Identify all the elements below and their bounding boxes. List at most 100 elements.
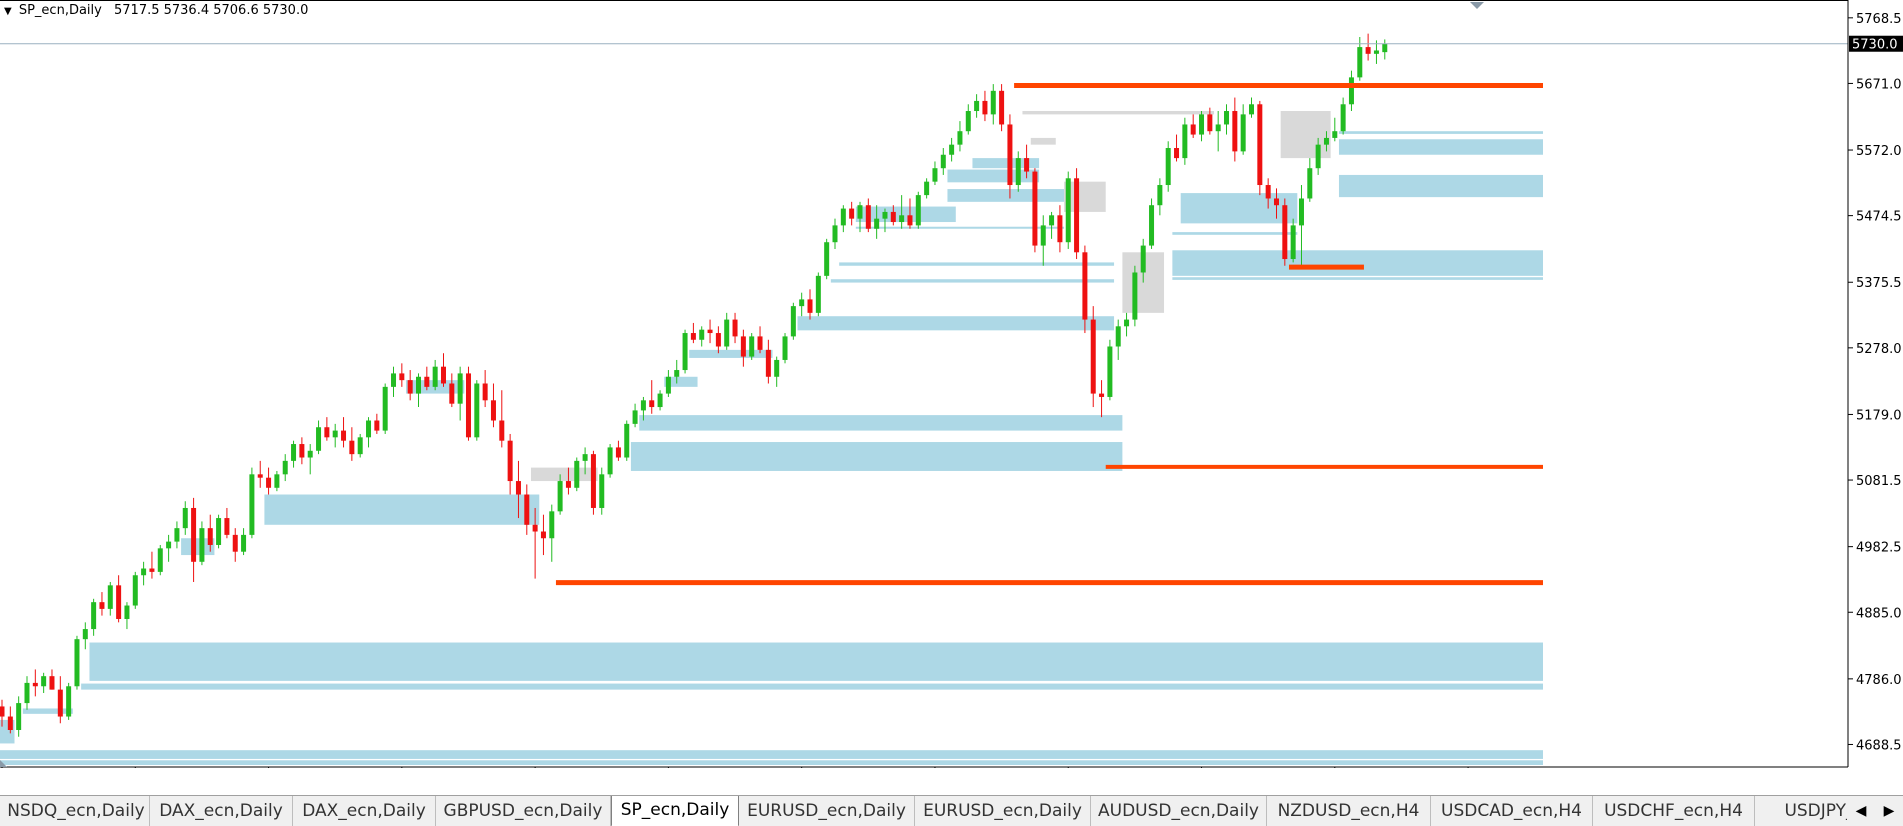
candle-body — [740, 336, 746, 357]
candle-body — [874, 218, 880, 229]
candle-body — [832, 225, 838, 243]
candle-body — [1049, 215, 1055, 226]
candle-body — [24, 682, 30, 704]
demand-zone — [630, 442, 1123, 471]
candle-body — [490, 400, 496, 421]
candle-body — [232, 534, 238, 552]
tab-scroll-left-icon[interactable]: ◀ — [1855, 803, 1867, 819]
candle-body — [307, 450, 313, 458]
tab-11[interactable]: USDCHF_ecn,H4 — [1593, 796, 1755, 826]
candle-body — [949, 144, 955, 155]
tab-10[interactable]: USDCAD_ecn,H4 — [1431, 796, 1593, 826]
candle-body — [815, 275, 821, 313]
candle-body — [1165, 148, 1171, 186]
candle-body — [540, 531, 546, 539]
candle-body — [582, 454, 588, 461]
demand-zone — [1338, 131, 1543, 134]
demand-zone — [839, 262, 1115, 266]
candle-body — [757, 336, 763, 350]
candle-body — [7, 716, 13, 730]
candle-body — [107, 585, 113, 609]
candle-body — [982, 100, 988, 115]
candle-body — [182, 507, 188, 529]
candle-body — [1099, 393, 1105, 397]
candle-body — [199, 528, 205, 562]
demand-zone — [0, 750, 1544, 759]
candle-body — [715, 333, 721, 347]
candle-body — [216, 518, 222, 545]
candle-body — [416, 376, 421, 394]
candle-body — [957, 131, 963, 145]
candle-body — [191, 507, 197, 562]
candle-body — [707, 329, 713, 334]
demand-zone — [855, 206, 956, 223]
candle-body — [291, 444, 297, 461]
candle-body — [457, 373, 463, 404]
candle-body — [0, 706, 5, 717]
imbalance-zone — [1030, 137, 1056, 145]
candle-body — [465, 373, 471, 438]
tab-3[interactable]: DAX_ecn,Daily — [293, 796, 436, 826]
chart-area[interactable]: 5768.5 5671.0 5572.0 5474.5 5375.5 5278.0 5179… — [0, 0, 1903, 768]
imbalance-zone — [1280, 111, 1331, 159]
candle-body — [1307, 168, 1313, 199]
candle-body — [399, 373, 405, 381]
candle-body — [749, 336, 755, 357]
candle-body — [166, 541, 172, 549]
price-tick-label: 4688.5 — [1856, 738, 1902, 753]
demand-zone — [0, 760, 1544, 765]
demand-zone — [855, 226, 1065, 229]
price-tick-label: 5671.0 — [1856, 77, 1902, 92]
current-price-badge — [1849, 35, 1903, 52]
tab-1[interactable]: NSDQ_ecn,Daily — [3, 796, 150, 826]
price-tick-label: 5474.5 — [1856, 210, 1902, 225]
candle-body — [1382, 43, 1388, 53]
price-chart[interactable]: 5768.5 5671.0 5572.0 5474.5 5375.5 5278.0 5179… — [0, 0, 1903, 768]
candle-body — [266, 477, 272, 488]
ohlc-values: 5717.5 5736.4 5706.6 5730.0 — [114, 3, 309, 18]
current-price-label: 5730.0 — [1852, 38, 1898, 53]
shift-marker-icon[interactable] — [1470, 2, 1484, 9]
candle-body — [49, 676, 55, 690]
price-tick-label: 4982.5 — [1856, 541, 1902, 556]
candle-body — [724, 319, 730, 347]
candle-body — [174, 528, 180, 542]
candle-body — [1090, 319, 1096, 394]
candle-body — [249, 474, 255, 535]
candle-body — [607, 447, 613, 475]
candle-body — [382, 386, 388, 431]
tab-9[interactable]: NZDUSD_ecn,H4 — [1267, 796, 1431, 826]
candle-body — [16, 703, 22, 730]
tab-6[interactable]: EURUSD_ecn,Daily — [739, 796, 915, 826]
candle-body — [32, 682, 38, 687]
symbol-label: SP_ecn,Daily — [18, 3, 102, 18]
candle-body — [91, 602, 97, 630]
demand-zone — [947, 189, 1065, 202]
candle-body — [974, 100, 980, 112]
collapse-triangle-icon[interactable]: ▼ — [4, 6, 12, 17]
candle-body — [132, 575, 138, 606]
candle-body — [799, 299, 805, 307]
candle-body — [599, 474, 605, 508]
candle-body — [274, 474, 280, 488]
tab-2[interactable]: DAX_ecn,Daily — [150, 796, 293, 826]
candle-body — [807, 299, 813, 313]
price-tick-label: 5081.5 — [1856, 474, 1902, 489]
demand-zone — [797, 316, 1115, 331]
candle-body — [824, 242, 830, 276]
candle-body — [474, 383, 480, 438]
scroll-marker-icon[interactable] — [0, 760, 7, 767]
tab-4[interactable]: GBPUSD_ecn,Daily — [436, 796, 611, 826]
candle-body — [1298, 198, 1304, 226]
imbalance-zone — [1064, 181, 1106, 212]
candle-body — [907, 215, 913, 226]
candle-body — [532, 524, 538, 532]
candle-body — [224, 518, 230, 535]
chart-header: ▼ SP_ecn,Daily 5717.5 5736.4 5706.6 5730… — [4, 3, 308, 18]
candle-body — [74, 639, 80, 687]
tab-scroll-right-icon[interactable]: ▶ — [1883, 803, 1895, 819]
tab-8[interactable]: AUDUSD_ecn,Daily — [1091, 796, 1267, 826]
tab-5[interactable]: SP_ecn,Daily — [611, 796, 739, 826]
candle-body — [157, 548, 163, 572]
tab-7[interactable]: EURUSD_ecn,Daily — [915, 796, 1091, 826]
